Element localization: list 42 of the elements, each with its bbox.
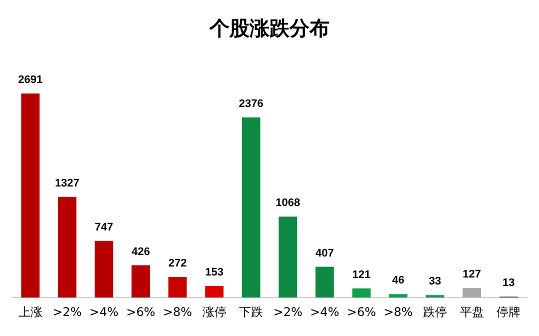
data-label: 2376 <box>238 98 264 110</box>
x-tick-label: >2% <box>52 304 82 319</box>
x-tick-label: 涨停 <box>202 304 226 319</box>
x-tick-label: 下跌 <box>239 304 264 319</box>
x-tick-label: >2% <box>273 304 302 319</box>
data-label: 13 <box>502 277 515 290</box>
data-label: 272 <box>168 257 187 270</box>
x-tick-label: >6% <box>126 304 156 319</box>
chart-title: 个股涨跌分布 <box>208 16 330 40</box>
data-label: 127 <box>462 268 481 280</box>
data-label: 1068 <box>276 197 300 210</box>
data-label: 121 <box>352 268 371 281</box>
data-label: 1327 <box>54 177 80 190</box>
data-label: 33 <box>428 276 442 288</box>
x-tick-label: 停牌 <box>496 304 521 319</box>
data-label: 46 <box>392 274 404 287</box>
bar <box>242 117 260 298</box>
bar <box>132 265 150 298</box>
bar <box>21 93 40 298</box>
bar <box>58 196 76 298</box>
data-label: 747 <box>94 221 114 234</box>
data-label: 426 <box>132 246 150 258</box>
data-label: 2691 <box>18 74 43 86</box>
bar <box>426 295 444 298</box>
bar <box>352 288 371 298</box>
x-tick-label: >8% <box>384 304 413 319</box>
x-tick-label: 跌停 <box>423 304 448 319</box>
bar <box>462 288 482 298</box>
bar <box>168 276 187 298</box>
x-tick-label: >4% <box>310 304 340 319</box>
x-tick-label: >8% <box>162 304 192 319</box>
bar <box>389 294 408 298</box>
bar <box>315 266 334 298</box>
bar <box>94 240 114 298</box>
x-tick-label: 上涨 <box>18 304 42 319</box>
x-tick-label: >6% <box>346 304 376 319</box>
x-tick-label: 平盘 <box>460 304 484 319</box>
x-tick-label: >4% <box>89 304 119 319</box>
bar <box>205 286 224 298</box>
data-label: 153 <box>205 266 224 279</box>
bar <box>278 216 298 298</box>
data-label: 407 <box>316 247 334 260</box>
